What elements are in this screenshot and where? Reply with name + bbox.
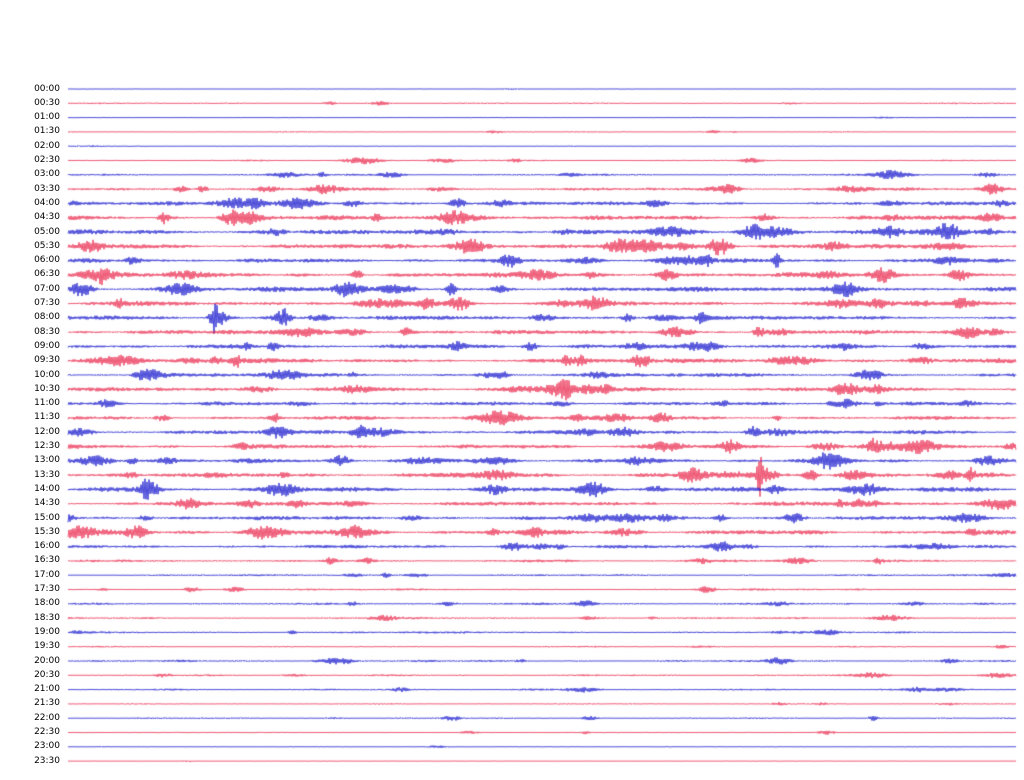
trace-time-label: 16:30 (34, 555, 60, 566)
trace-time-label: 20:00 (34, 655, 60, 666)
trace-time-label: 21:30 (34, 698, 60, 709)
trace-time-label: 04:00 (34, 197, 60, 208)
trace-time-label: 02:00 (34, 140, 60, 151)
time-labels-column: 00:00 00:30 01:00 01:30 02:00 02:30 03:00 03:30… (0, 0, 62, 780)
trace-time-label: 12:00 (34, 426, 60, 437)
trace-time-label: 13:00 (34, 455, 60, 466)
trace-time-label: 17:30 (34, 584, 60, 594)
trace-time-label: 22:00 (34, 712, 60, 723)
trace-time-label: 10:00 (34, 369, 60, 380)
trace-time-label: 01:30 (34, 126, 60, 137)
trace-time-label: 03:30 (34, 183, 60, 194)
trace-time-label: 08:30 (34, 326, 60, 337)
trace-time-label: 11:30 (34, 412, 60, 423)
trace-time-label: 00:00 (34, 83, 60, 94)
trace-time-label: 05:00 (34, 226, 60, 237)
trace-time-label: 07:00 (34, 283, 60, 294)
trace-time-label: 05:30 (34, 240, 60, 251)
trace-time-label: 14:30 (34, 498, 60, 509)
trace-time-label: 20:30 (34, 669, 60, 680)
trace-time-label: 02:30 (34, 155, 60, 165)
trace-time-label: 16:00 (34, 541, 60, 552)
trace-time-label: 07:30 (34, 298, 60, 308)
trace-time-label: 23:00 (34, 741, 60, 752)
trace-time-label: 08:00 (34, 312, 60, 323)
trace-time-label: 11:00 (34, 398, 60, 409)
trace-time-label: 06:00 (34, 255, 60, 266)
trace-time-label: 15:30 (34, 526, 60, 537)
trace-time-label: 21:00 (34, 684, 60, 695)
trace-time-label: 12:30 (34, 441, 60, 451)
trace-time-label: 19:30 (34, 641, 60, 652)
trace-time-label: 09:30 (34, 355, 60, 366)
trace-time-label: 15:00 (34, 512, 60, 523)
trace-time-label: 06:30 (34, 269, 60, 280)
trace-time-label: 18:30 (34, 612, 60, 623)
trace-time-label: 13:30 (34, 469, 60, 480)
trace-time-label: 09:00 (34, 340, 60, 351)
trace-time-label: 19:00 (34, 626, 60, 637)
trace-time-label: 01:00 (34, 112, 60, 123)
trace-time-label: 10:30 (34, 383, 60, 394)
trace-time-label: 14:00 (34, 483, 60, 494)
trace-time-label: 22:30 (34, 727, 60, 737)
trace-time-label: 04:30 (34, 212, 60, 223)
trace-time-label: 23:30 (34, 755, 60, 766)
trace-time-label: 17:00 (34, 569, 60, 580)
trace-time-label: 18:00 (34, 598, 60, 609)
trace-time-label: 00:30 (34, 97, 60, 108)
trace-time-label: 03:00 (34, 169, 60, 180)
